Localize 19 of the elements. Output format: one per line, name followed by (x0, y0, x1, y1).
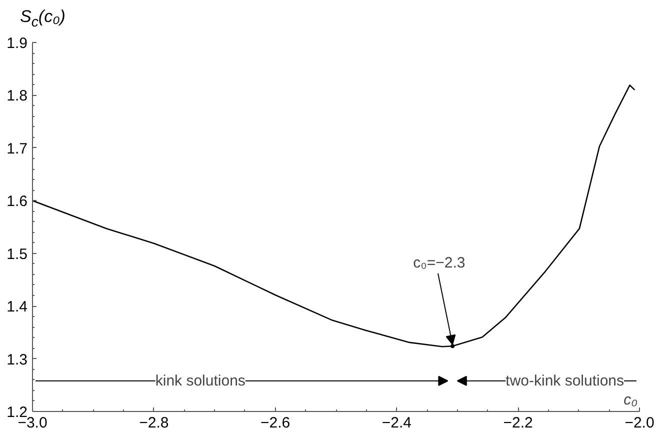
y-tick-label: 1.4 (6, 298, 28, 316)
annotation: c₀=−2.3 (413, 254, 466, 272)
x-tick-label: −2.2 (503, 414, 533, 432)
x-tick-label: −2.4 (382, 414, 412, 432)
y-tick-label: 1.9 (6, 35, 28, 52)
x-tick-label: −2.0 (624, 414, 654, 432)
y-tick-label: 1.2 (6, 404, 28, 421)
annotation: kink solutions (155, 372, 246, 390)
y-tick-label: 1.3 (6, 351, 28, 368)
x-tick-label: −2.6 (260, 414, 290, 432)
x-axis-title: c₀ (624, 392, 638, 408)
y-tick-label: 1.5 (6, 246, 28, 263)
annotation: two-kink solutions (506, 372, 624, 390)
y-tick-label: 1.6 (6, 193, 28, 210)
y-tick-label: 1.7 (6, 140, 28, 158)
y-axis-title: S$_{c}$(c₀) (20, 6, 66, 32)
line-series (32, 84, 636, 348)
x-tick-label: −2.8 (139, 414, 169, 432)
y-tick-label: 1.8 (6, 88, 28, 105)
